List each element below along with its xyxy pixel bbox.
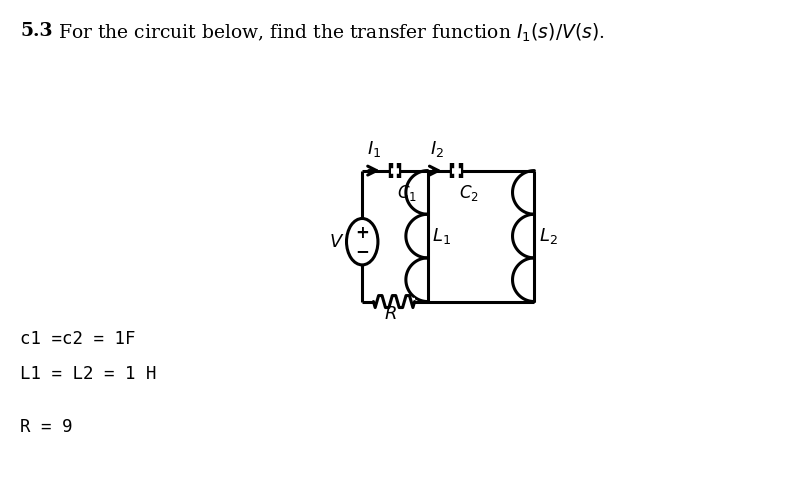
Text: $I_2$: $I_2$ — [430, 139, 444, 158]
Text: $C_2$: $C_2$ — [459, 183, 479, 203]
Text: V: V — [330, 233, 342, 251]
Text: −: − — [355, 242, 369, 260]
Text: +: + — [355, 225, 369, 243]
Text: 5.3: 5.3 — [20, 22, 53, 40]
Text: $I_1$: $I_1$ — [367, 139, 381, 158]
Text: $R$: $R$ — [384, 305, 396, 323]
Text: $L_1$: $L_1$ — [432, 226, 451, 246]
Text: R = 9: R = 9 — [20, 418, 73, 436]
Text: $C_1$: $C_1$ — [397, 183, 417, 203]
Text: L1 = L2 = 1 H: L1 = L2 = 1 H — [20, 364, 157, 382]
Text: $L_2$: $L_2$ — [539, 226, 557, 246]
Text: c1 =c2 = 1F: c1 =c2 = 1F — [20, 330, 136, 348]
Text: For the circuit below, find the transfer function $I_1(s)/V(s)$.: For the circuit below, find the transfer… — [58, 22, 605, 44]
